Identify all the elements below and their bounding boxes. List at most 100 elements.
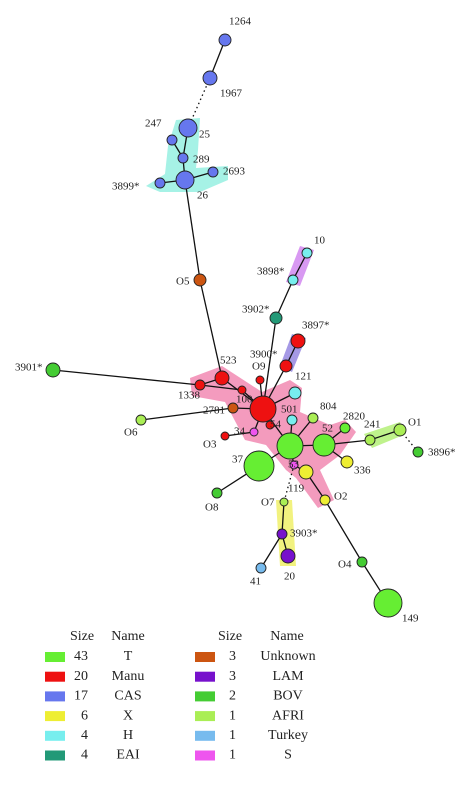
node	[312, 433, 336, 457]
nodes	[45, 33, 424, 618]
node	[280, 548, 296, 564]
legend-name: BOV	[273, 689, 303, 704]
node	[289, 460, 299, 470]
node	[243, 450, 275, 482]
node-label: 3899*	[112, 181, 140, 193]
node-label: 3901*	[15, 362, 43, 374]
legend-name: H	[123, 728, 133, 743]
node-label: 3902*	[242, 304, 270, 316]
node-label: 53	[288, 459, 300, 471]
node	[269, 311, 283, 325]
node	[255, 375, 265, 385]
node	[319, 494, 331, 506]
node	[339, 422, 351, 434]
node	[265, 420, 275, 430]
node-label: O3	[203, 439, 217, 451]
legend-swatch	[195, 671, 215, 682]
legend-swatch	[45, 671, 65, 682]
node	[279, 497, 289, 507]
node-label: 1338	[178, 390, 201, 402]
node	[220, 431, 230, 441]
node-label: O7	[261, 497, 275, 509]
node-labels: 1264 1967 247 25 289 2693 3899* 26 O5 10…	[15, 16, 456, 625]
node-label: 34	[234, 426, 246, 438]
node	[249, 395, 277, 423]
node-label: 20	[284, 571, 296, 583]
node	[177, 152, 189, 164]
node	[211, 487, 223, 499]
node	[194, 379, 206, 391]
node-label: 119	[288, 483, 305, 495]
node-label: O9	[252, 361, 266, 373]
node	[202, 70, 218, 86]
node	[237, 385, 247, 395]
legend-header: Name	[111, 629, 144, 644]
node-label: 37	[232, 454, 244, 466]
node	[249, 427, 259, 437]
node	[227, 402, 239, 414]
legend-swatch	[45, 691, 65, 702]
node-label: 100	[236, 394, 253, 406]
node-label: 289	[193, 154, 210, 166]
node	[45, 362, 61, 378]
node-label: 523	[220, 355, 237, 367]
node-label: O5	[176, 276, 190, 288]
legend-name: X	[123, 708, 133, 723]
node	[287, 274, 299, 286]
node-label: 3896*	[428, 447, 456, 459]
node	[290, 333, 306, 349]
node-label: 3903*	[290, 528, 318, 540]
legend-name: CAS	[114, 689, 141, 704]
legend-name: T	[124, 649, 133, 664]
node-label: 2693	[223, 166, 246, 178]
node	[154, 177, 166, 189]
legend: Size Name Size Name 43 T 20 Manu 17 CAS 6 X 4 H 4 E…	[45, 629, 316, 763]
node-label: 3898*	[257, 266, 285, 278]
node-label: 54	[270, 419, 282, 431]
node	[373, 588, 403, 618]
legend-size: 4	[81, 748, 88, 763]
node-label: O4	[338, 559, 352, 571]
legend-swatch	[195, 652, 215, 662]
node	[175, 170, 195, 190]
node-label: O8	[205, 502, 219, 514]
node	[301, 247, 313, 259]
legend-size: 6	[81, 708, 88, 723]
node-label: 3900*	[250, 349, 278, 361]
legend-size: 17	[74, 689, 88, 704]
node-label: 149	[402, 613, 419, 625]
legend-swatch	[45, 750, 65, 761]
legend-size: 1	[229, 728, 236, 743]
legend-header: Size	[70, 629, 94, 644]
node	[307, 412, 319, 424]
node	[166, 134, 178, 146]
node-label: 2781	[203, 405, 225, 417]
node-label: 336	[354, 465, 371, 477]
node	[135, 414, 147, 426]
highlight	[190, 366, 356, 508]
legend-size: 2	[229, 689, 236, 704]
node	[276, 528, 288, 540]
legend-swatch	[195, 691, 215, 702]
legend-header: Name	[270, 629, 303, 644]
node-label: 25	[199, 129, 211, 141]
node-label: 41	[250, 576, 261, 588]
node	[214, 370, 230, 386]
legend-swatch	[195, 730, 215, 741]
node	[288, 386, 302, 400]
node-label: O6	[124, 427, 138, 439]
node-label: 2820	[343, 411, 366, 423]
node	[286, 414, 298, 426]
legend-name: AFRI	[272, 708, 304, 723]
legend-name: S	[284, 748, 292, 763]
node-label: 10	[314, 235, 326, 247]
node	[340, 455, 354, 469]
legend-size: 20	[74, 669, 88, 684]
node-label: 247	[145, 118, 162, 130]
node	[364, 434, 376, 446]
node-label: 501	[281, 404, 298, 416]
node	[276, 432, 304, 460]
node	[178, 118, 198, 138]
legend-swatch	[45, 652, 65, 662]
